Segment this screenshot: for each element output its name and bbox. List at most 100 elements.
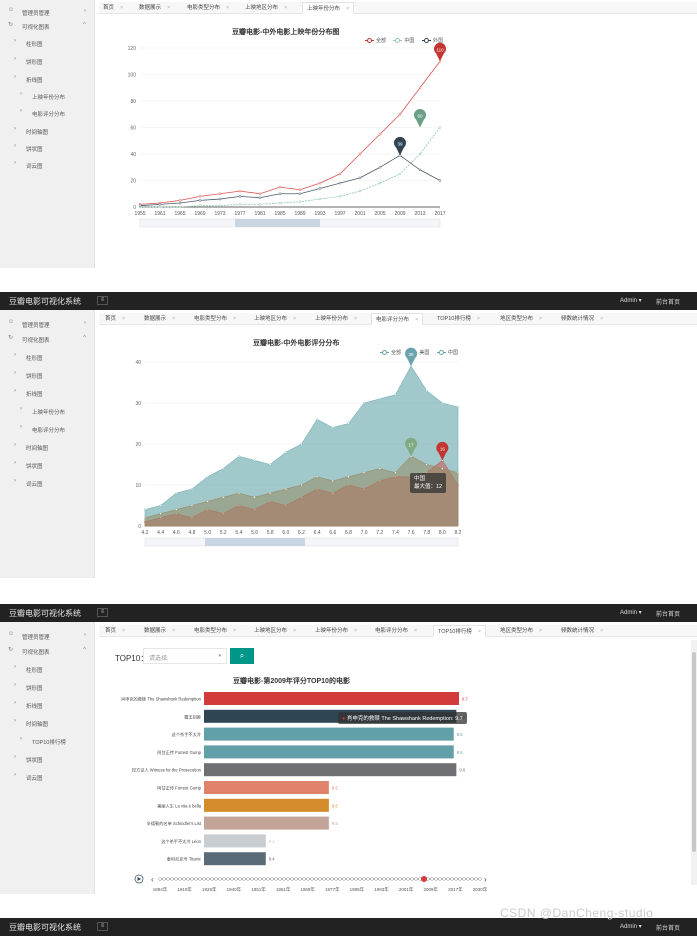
tab-top10[interactable]: TOP10排行榜 × <box>437 316 481 322</box>
close-icon[interactable]: × <box>539 628 543 634</box>
close-icon[interactable]: × <box>346 6 350 12</box>
close-icon[interactable]: × <box>600 316 604 322</box>
hamburger-icon[interactable]: ≡ <box>97 608 108 617</box>
tab-year[interactable]: 上映年份分布 × <box>315 316 358 322</box>
close-icon[interactable]: × <box>600 628 604 634</box>
sidebar-item-top10[interactable]: › TOP10排行榜 <box>20 736 66 746</box>
tab-region-type[interactable]: 地区类型分布 × <box>500 316 543 322</box>
sidebar-item-score[interactable]: › 电影评分分布 <box>20 424 66 434</box>
tab-type[interactable]: 电影类型分布 × <box>194 628 237 634</box>
sidebar-item-pie[interactable]: › 饼形图 <box>14 682 43 692</box>
sidebar-item-line[interactable]: › 折线图 <box>14 74 43 84</box>
sidebar-item-line[interactable]: › 折线图 <box>14 388 43 398</box>
sidebar-item-score[interactable]: › 电影评分分布 <box>20 108 66 118</box>
sidebar-item-time[interactable]: › 时间轴图 <box>14 442 49 452</box>
sidebar-item-time[interactable]: › 时间轴图 <box>14 126 49 136</box>
chevron-right-icon: › <box>20 108 22 114</box>
close-icon[interactable]: × <box>172 316 176 322</box>
sidebar-item-admin[interactable]: ☺ 管理员管理 › <box>8 631 86 641</box>
score-area-chart[interactable]: 0 10 20 30 40 4.2 4.4 4.6 4.8 5.0 5.2 5.4 5.6 5.8 6.0 6… <box>0 292 697 584</box>
close-icon[interactable]: × <box>120 5 124 11</box>
admin-menu[interactable]: Admin ▾ <box>620 610 642 616</box>
hamburger-icon[interactable]: ≡ <box>97 922 108 931</box>
sidebar-item-vis[interactable]: ↻ 可视化图表 ^ <box>8 647 86 656</box>
tab-frequency[interactable]: 频数统计情况 × <box>561 316 604 322</box>
sidebar-item-vis[interactable]: ↻ 可视化图表 ^ <box>8 22 86 31</box>
tab-region[interactable]: 上映地区分布 × <box>254 628 297 634</box>
close-icon[interactable]: × <box>233 316 237 322</box>
sidebar-item-vis[interactable]: ↻ 可视化图表 ^ <box>8 335 86 344</box>
sidebar-item-funnel[interactable]: › 饼状图 <box>14 754 43 764</box>
tab-year[interactable]: 上映年份分布 × <box>302 2 355 14</box>
tab-type[interactable]: 电影类型分布 × <box>187 5 230 11</box>
close-icon[interactable]: × <box>293 628 297 634</box>
search-button[interactable]: ⌕ <box>230 648 254 664</box>
close-icon[interactable]: × <box>415 317 419 323</box>
close-icon[interactable]: × <box>122 628 126 634</box>
scrollbar-thumb[interactable] <box>692 652 696 852</box>
x-tick-label: 1989 <box>294 211 305 217</box>
prev-icon: ‹ <box>151 875 154 884</box>
sidebar-item-word[interactable]: › 词云图 <box>14 478 43 488</box>
sidebar-item-bar[interactable]: › 柱形图 <box>14 664 43 674</box>
close-icon[interactable]: × <box>477 629 482 635</box>
data-point <box>178 199 182 202</box>
close-icon[interactable]: × <box>293 316 297 322</box>
close-icon[interactable]: × <box>539 316 543 322</box>
close-icon[interactable]: × <box>167 5 171 11</box>
tab-top10[interactable]: TOP10排行榜 × <box>433 625 487 637</box>
sidebar-item-word[interactable]: › 词云图 <box>14 160 43 170</box>
category-label: 这个杀手不太冷 Léon <box>161 838 201 845</box>
data-point <box>238 203 242 206</box>
close-icon[interactable]: × <box>233 628 237 634</box>
sidebar-item-pie[interactable]: › 饼形图 <box>14 56 43 66</box>
close-icon[interactable]: × <box>172 628 176 634</box>
tab-home[interactable]: 首页 × <box>105 628 126 634</box>
year-select[interactable]: 请选择: ▾ <box>143 648 227 664</box>
close-icon[interactable]: × <box>476 316 481 322</box>
tab-data[interactable]: 数据展示 × <box>139 5 171 11</box>
tab-data[interactable]: 数据展示 × <box>144 316 176 322</box>
tab-score[interactable]: 电影评分分布 × <box>375 628 418 634</box>
close-icon[interactable]: × <box>284 5 288 11</box>
home-link[interactable]: 前台首页 <box>656 612 681 618</box>
tab-region[interactable]: 上映地区分布 × <box>245 5 288 11</box>
sidebar-item-time[interactable]: › 时间轴图 <box>14 718 49 728</box>
admin-menu[interactable]: Admin ▾ <box>620 924 642 930</box>
hamburger-icon[interactable]: ≡ <box>97 296 108 305</box>
sidebar-item-line[interactable]: › 折线图 <box>14 700 43 710</box>
tab-score[interactable]: 电影评分分布 × <box>371 313 424 325</box>
sidebar-item-word[interactable]: › 词云图 <box>14 772 43 782</box>
year-line-chart[interactable]: 0 20 40 60 80 100 120 1955 1961 1965 1969 1973 1977 1… <box>0 0 697 270</box>
tab-type[interactable]: 电影类型分布 × <box>194 316 237 322</box>
close-icon[interactable]: × <box>226 5 230 11</box>
close-icon[interactable]: × <box>354 316 358 322</box>
chart-legend[interactable]: 全部 中国 外国 <box>365 37 449 44</box>
sidebar-item-funnel[interactable]: › 饼状图 <box>14 143 43 153</box>
home-link[interactable]: 前台首页 <box>656 926 681 932</box>
tab-year[interactable]: 上映年份分布 × <box>315 628 358 634</box>
tab-data[interactable]: 数据展示 × <box>144 628 176 634</box>
category-label: 控方证人 Witness for the Prosecution <box>132 767 202 774</box>
admin-menu[interactable]: Admin ▾ <box>620 298 642 304</box>
home-link[interactable]: 前台首页 <box>656 300 681 306</box>
tab-home[interactable]: 首页 × <box>105 316 126 322</box>
sidebar-item-year[interactable]: › 上映年份分布 <box>20 91 66 101</box>
data-point <box>206 475 209 478</box>
close-icon[interactable]: × <box>414 628 418 634</box>
sidebar-item-funnel[interactable]: › 饼状图 <box>14 460 43 470</box>
close-icon[interactable]: × <box>122 316 126 322</box>
sidebar-item-year[interactable]: › 上映年份分布 <box>20 406 66 416</box>
sidebar-item-bar[interactable]: › 柱形图 <box>14 352 43 362</box>
sidebar-item-admin[interactable]: ☺ 管理员管理 › <box>8 7 86 17</box>
tab-home[interactable]: 首页 × <box>103 5 124 11</box>
timeline-dot <box>174 877 178 881</box>
close-icon[interactable]: × <box>354 628 358 634</box>
sidebar-item-pie[interactable]: › 饼形图 <box>14 370 43 380</box>
tab-region-type[interactable]: 地区类型分布 × <box>500 628 543 634</box>
sidebar-item-bar[interactable]: › 柱形图 <box>14 38 43 48</box>
tab-region[interactable]: 上映地区分布 × <box>254 316 297 322</box>
sidebar-item-admin[interactable]: ☺ 管理员管理 › <box>8 319 86 329</box>
tab-frequency[interactable]: 频数统计情况 × <box>561 628 604 634</box>
